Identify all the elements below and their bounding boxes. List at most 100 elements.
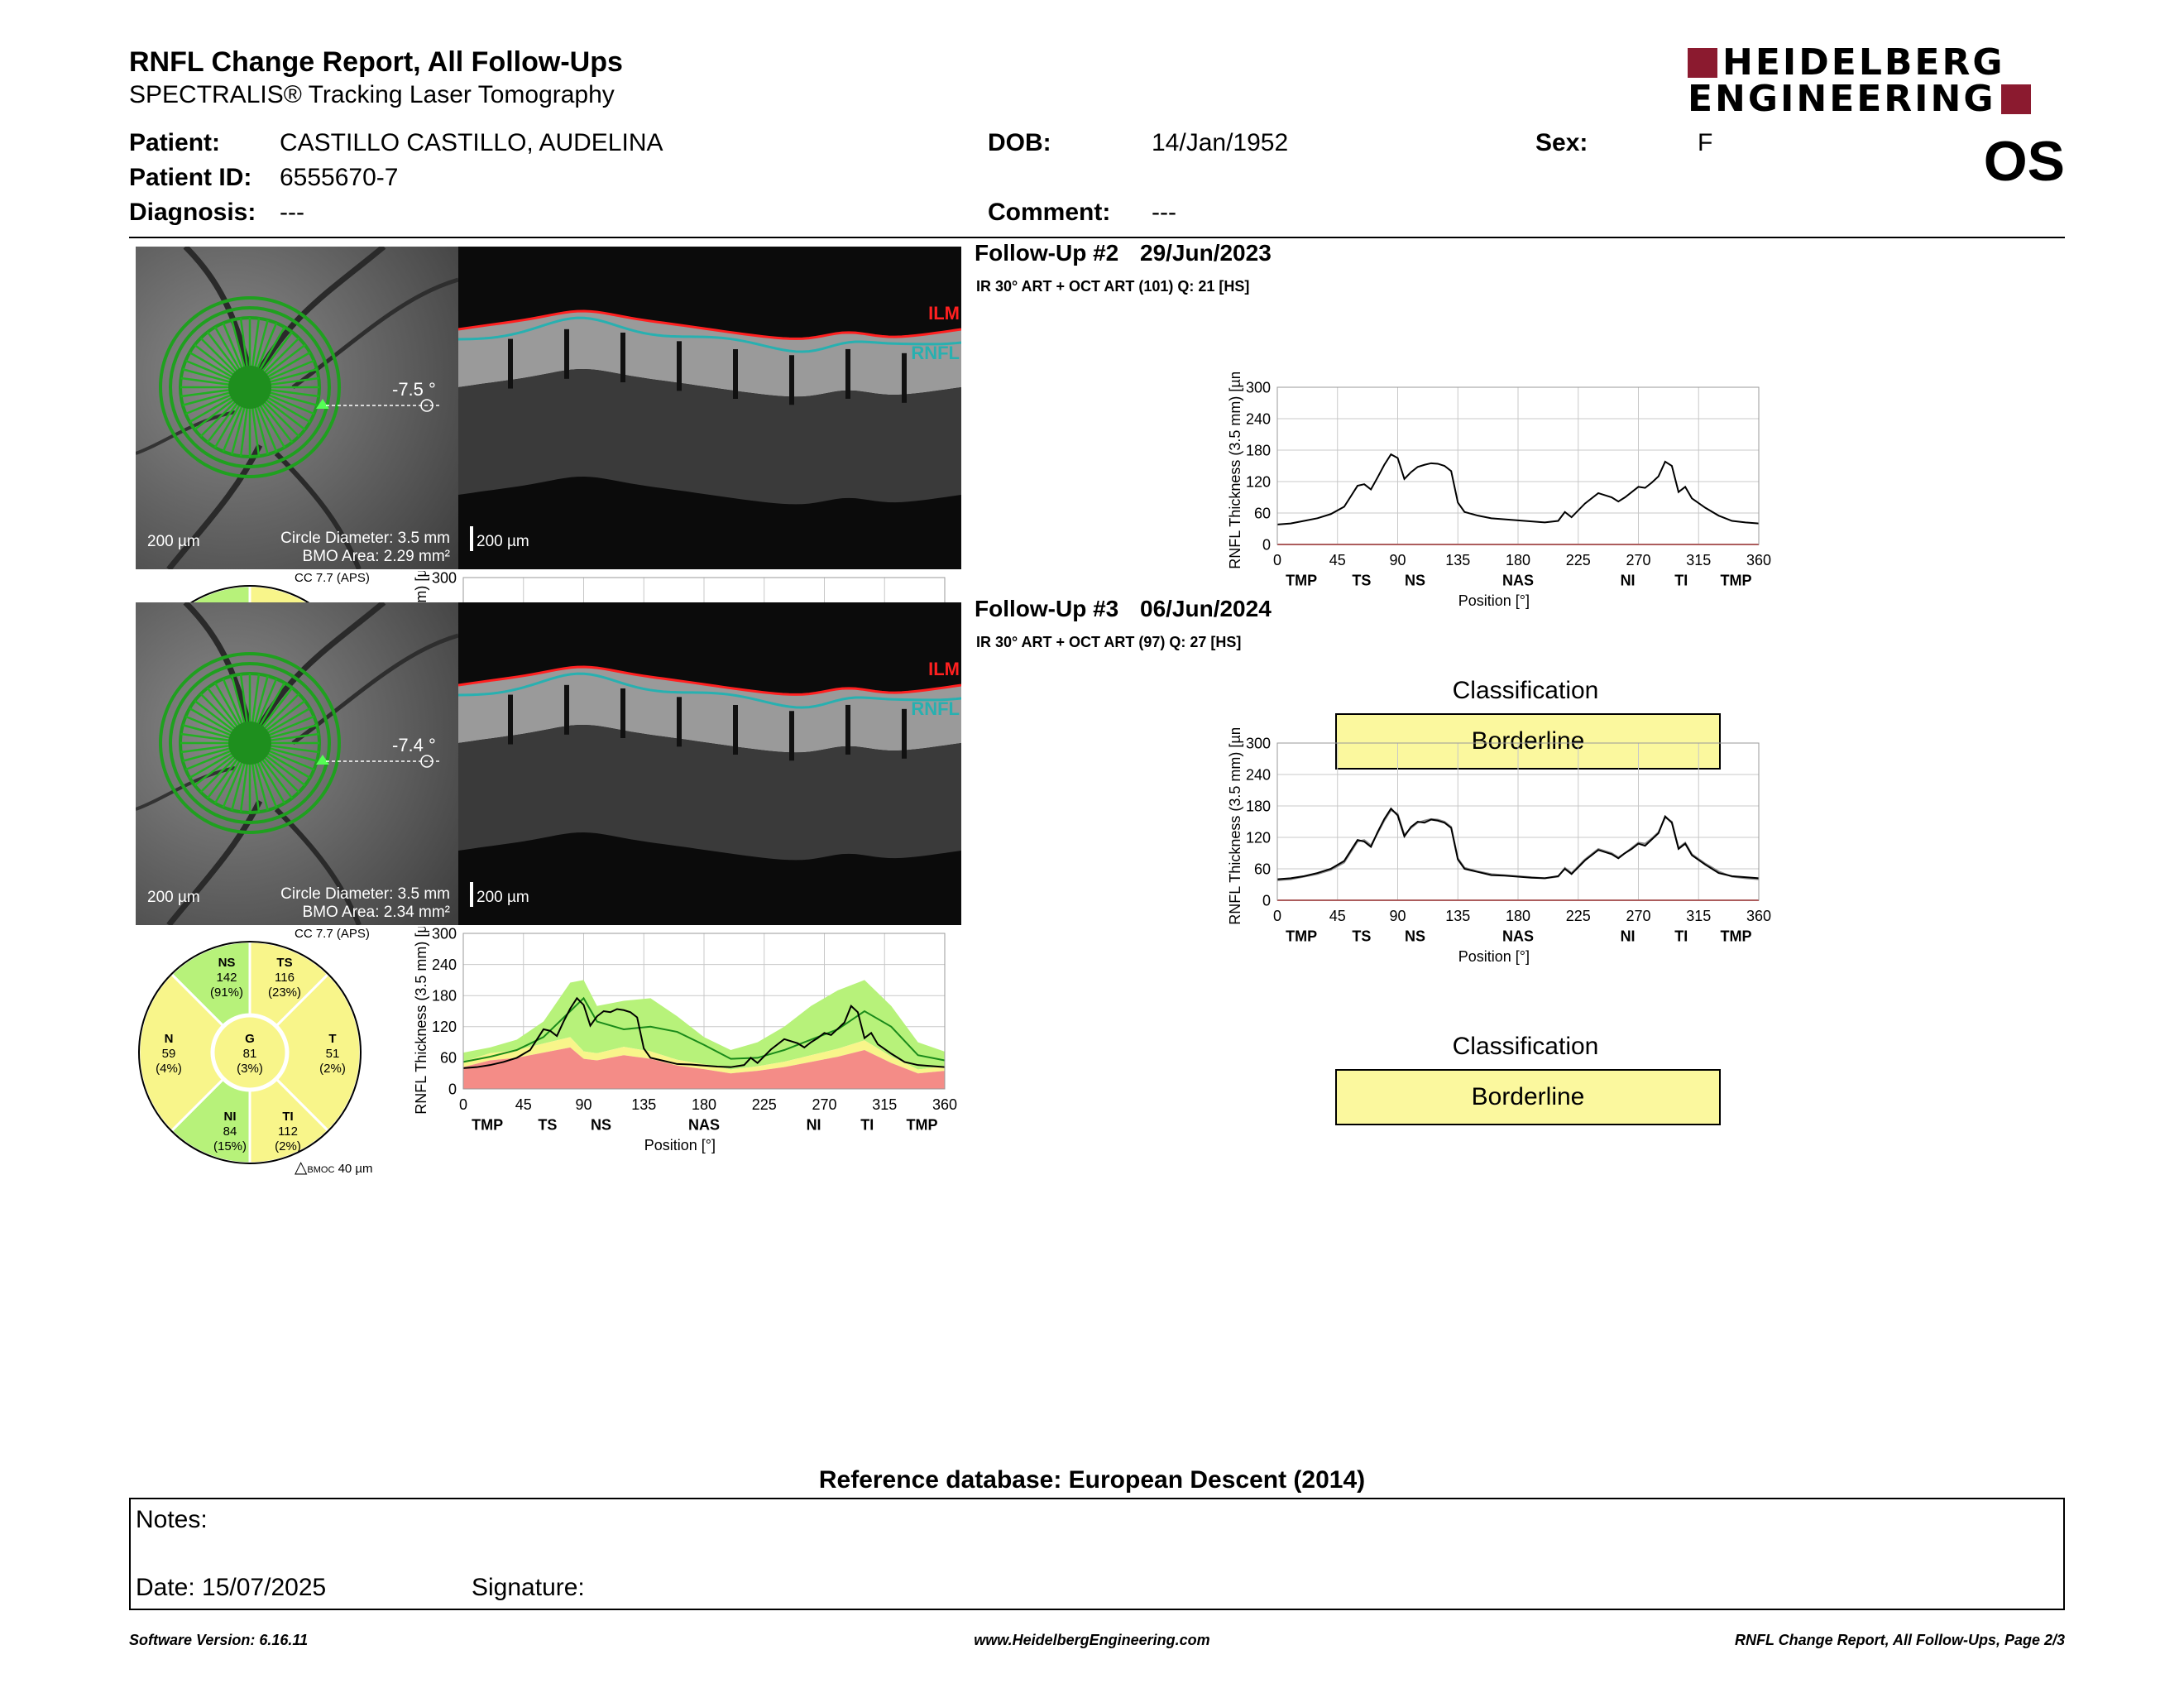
scan-ring — [159, 652, 341, 834]
fundus-svg — [136, 247, 458, 569]
thickness-line — [1276, 453, 1760, 525]
onh-center — [228, 722, 271, 765]
rnfl-label: RNFL — [911, 698, 960, 719]
y-tick-label: 240 — [1246, 766, 1271, 783]
x-tick-label: 135 — [1445, 908, 1470, 924]
fundus-svg — [136, 602, 458, 925]
vessel-shadow — [789, 355, 794, 405]
sector-value: 142 — [216, 971, 237, 985]
bmoc-label: △BMOC 40 µm — [295, 1157, 373, 1177]
x-axis-title: Position [°] — [1458, 592, 1530, 609]
diagnosis-label: Diagnosis: — [129, 199, 256, 226]
sector-axis-label: TI — [860, 1117, 874, 1134]
scan-ring — [169, 306, 331, 468]
notes-label: Notes: — [136, 1506, 208, 1533]
vessel-shadow — [902, 708, 907, 759]
fundus-image: -7.5 ° 200 µm Circle Diameter: 3.5 mm BM… — [136, 247, 458, 569]
website-link[interactable]: www.HeidelbergEngineering.com — [974, 1632, 1210, 1648]
oct-bscan: ILM RNFL 200 µm — [458, 247, 961, 569]
retina-deep — [458, 369, 961, 505]
rnfl-change-chart: 0 60 120 180 240 300 0 45 90 135 180 225 270 315 360 TM… — [1227, 372, 1771, 609]
sector-chart: NS142(91%)TS116(23%)N59(4%)G81(3%)T51(2%… — [137, 940, 362, 1165]
x-tick-label: 0 — [1273, 552, 1281, 568]
scan-ring — [159, 296, 341, 478]
outside-band — [463, 1047, 945, 1089]
sector-value: 59 — [162, 1047, 176, 1061]
y-tick-label: 60 — [440, 1050, 457, 1067]
sector-percent: (2%) — [319, 1062, 346, 1076]
x-tick-label: 270 — [1626, 552, 1650, 568]
sector-axis-label: TS — [538, 1117, 557, 1134]
sector-axis-label: NS — [591, 1117, 611, 1134]
x-axis-title: Position [°] — [1458, 948, 1530, 965]
logo-line2: ENGINEERING — [1688, 78, 1996, 120]
plot-frame — [462, 933, 946, 1090]
normal-mean-line — [462, 996, 946, 1063]
circle-diameter: Circle Diameter: 3.5 mm — [280, 885, 450, 903]
x-tick-label: 135 — [1445, 552, 1470, 568]
y-tick-label: 300 — [432, 571, 457, 586]
sector-axis-label: TMP — [1721, 573, 1752, 589]
followup-title: Follow-Up #2 — [975, 240, 1119, 266]
thickness-line — [1276, 807, 1760, 880]
sector-axis-label: NAS — [1502, 928, 1534, 945]
delta-icon: △ — [295, 1158, 308, 1177]
rnfl-line — [458, 672, 961, 709]
signature-label: Signature: — [472, 1574, 585, 1601]
x-tick-label: 360 — [932, 1096, 957, 1113]
software-version: Software Version: 6.16.11 — [129, 1632, 309, 1648]
followup-meta: IR 30° ART + OCT ART (97) Q: 27 [HS] — [976, 634, 1242, 650]
sector-axis-label: NAS — [688, 1117, 720, 1134]
scan-circle — [159, 652, 341, 834]
direction-arrow-icon — [316, 399, 329, 409]
diagnosis-value: --- — [280, 199, 304, 226]
notes-box: Notes: Date: 15/07/2025 Signature: — [129, 1498, 2065, 1610]
vessel-shadow — [845, 348, 850, 399]
retina-deep — [458, 725, 961, 861]
followup-date: 29/Jun/2023 — [1140, 240, 1272, 266]
classification-title: Classification — [1452, 1033, 1599, 1060]
x-tick-label: 180 — [692, 1096, 716, 1113]
angle-label: -7.4 ° — [392, 735, 436, 755]
bscan-svg — [458, 602, 961, 925]
bscan-scalebar — [470, 526, 473, 551]
y-tick-label: 240 — [432, 957, 457, 973]
sector-value: 81 — [243, 1047, 257, 1061]
sector-name: TI — [282, 1110, 293, 1124]
y-tick-label: 0 — [1262, 892, 1271, 909]
x-tick-label: 45 — [1329, 908, 1346, 924]
sector-percent: (3%) — [237, 1062, 263, 1076]
sector-axis-label: NI — [1621, 573, 1636, 589]
cc-label: CC 7.7 (APS) — [295, 571, 370, 585]
x-axis-title: Position [°] — [644, 1137, 716, 1153]
direction-arrow-icon — [316, 755, 329, 765]
sector-axis-label: TMP — [907, 1117, 938, 1134]
logo-square-icon — [1688, 48, 1717, 78]
vessel-shadow — [677, 341, 682, 391]
sector-axis-label: TI — [1674, 573, 1688, 589]
x-tick-label: 45 — [1329, 552, 1346, 568]
vessel-shadow — [564, 328, 569, 379]
rnfl-label: RNFL — [911, 343, 960, 363]
y-tick-label: 0 — [1262, 536, 1271, 553]
vessel-shadow — [508, 694, 513, 745]
vessel-shadow — [789, 711, 794, 761]
vessel-shadow — [677, 697, 682, 747]
page-indicator: RNFL Change Report, All Follow-Ups, Page… — [1734, 1632, 2065, 1648]
sector-axis-label: TMP — [1286, 928, 1317, 945]
plot-frame — [1276, 742, 1760, 901]
sector-name: N — [165, 1032, 174, 1046]
sector-axis-label: NAS — [1502, 573, 1534, 589]
ilm-line — [458, 665, 961, 696]
sector-percent: (91%) — [210, 985, 243, 1000]
y-tick-label: 240 — [1246, 410, 1271, 427]
sex-value: F — [1698, 129, 1713, 156]
bmoc-value: 40 µm — [338, 1162, 373, 1176]
y-tick-label: 180 — [432, 988, 457, 1005]
header-divider — [129, 237, 2065, 238]
comment-label: Comment: — [988, 199, 1111, 226]
y-tick-label: 0 — [448, 1081, 457, 1097]
vessel-shadow — [620, 332, 625, 382]
sector-axis-label: TMP — [1721, 928, 1752, 945]
x-tick-label: 90 — [575, 1096, 592, 1113]
